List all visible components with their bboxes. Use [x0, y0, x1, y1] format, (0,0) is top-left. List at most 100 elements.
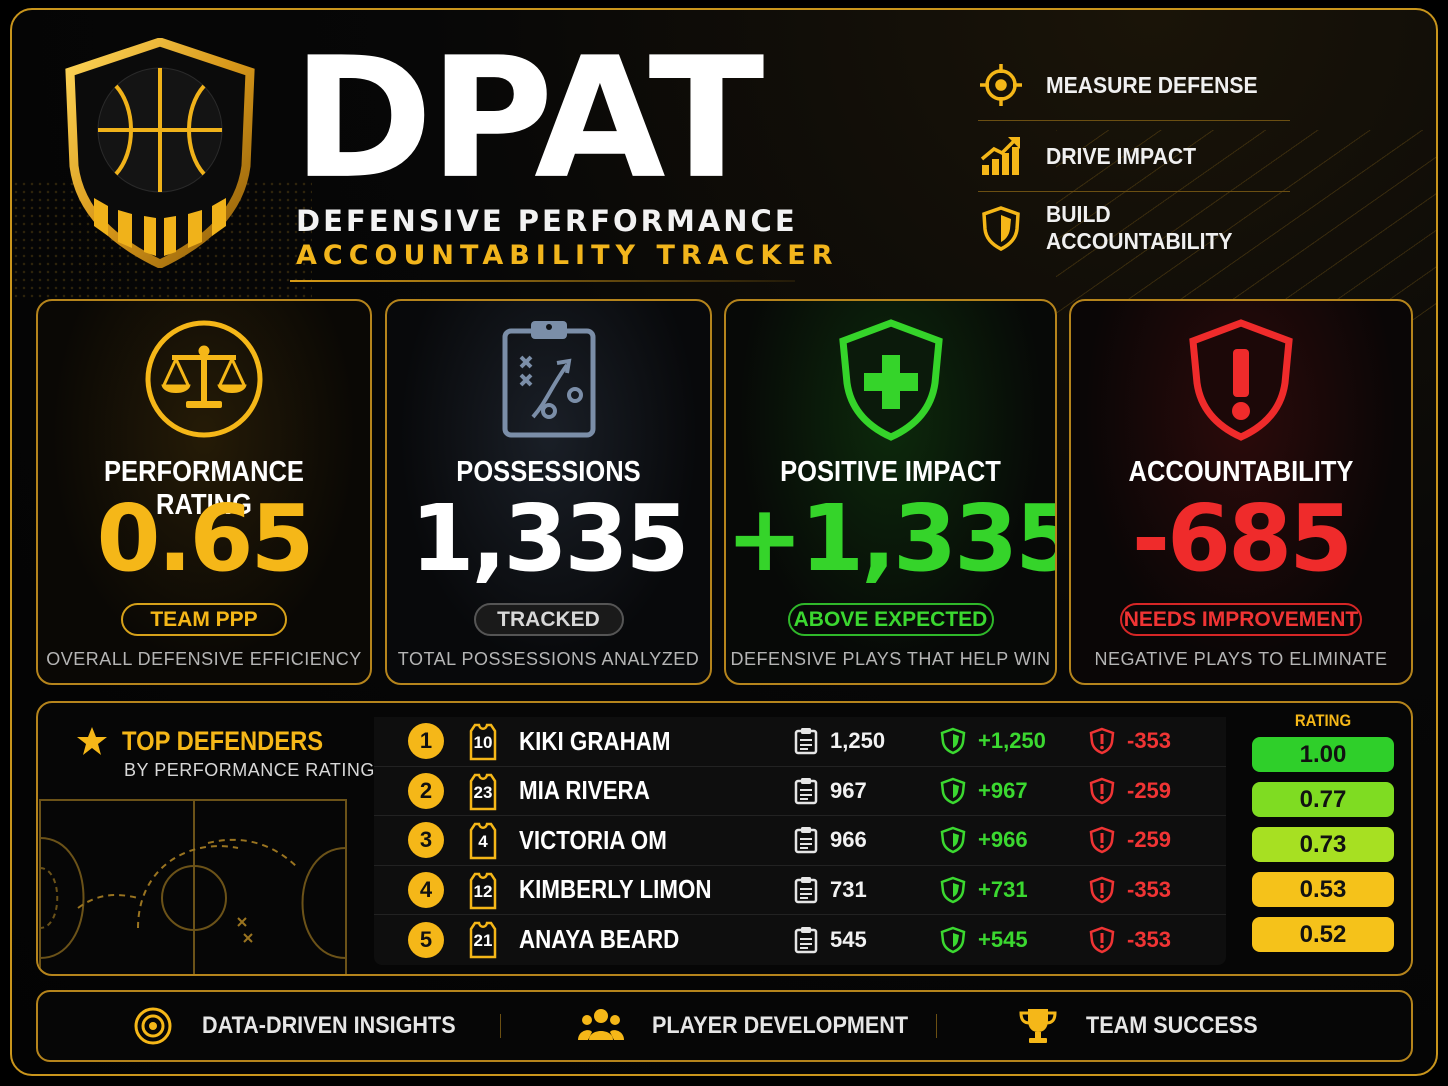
jersey-icon — [469, 872, 497, 909]
court-diagram — [39, 799, 347, 974]
clipboard-icon — [794, 728, 818, 755]
shield-alert-icon — [1089, 926, 1115, 954]
above-expected-badge: ABOVE EXPECTED — [787, 603, 994, 636]
clipboard-icon — [794, 926, 818, 953]
jersey-number: 4 — [478, 832, 488, 851]
positive-value: +545 — [978, 926, 1028, 952]
footer-divider — [500, 1014, 501, 1038]
clipboard-icon — [794, 876, 818, 903]
crosshair-icon — [980, 64, 1022, 106]
top-defenders-title: TOP DEFENDERS — [122, 725, 324, 756]
possessions-value: 1,250 — [830, 728, 886, 754]
top-defenders-header: TOP DEFENDERS — [76, 725, 351, 757]
team-ppp-badge: TEAM PPP — [121, 603, 287, 636]
positive-value: +1,250 — [978, 728, 1046, 754]
tagline-label: MEASURE DEFENSE — [1046, 71, 1258, 98]
player-name[interactable]: MIA RIVERA — [519, 775, 650, 806]
shield-alert-icon — [1189, 319, 1293, 441]
negative-value: -353 — [1127, 876, 1172, 902]
shield-alert-icon — [1089, 876, 1115, 904]
footer-item-development: PLAYER DEVELOPMENT — [578, 992, 937, 1060]
subtitle-line-1: DEFENSIVE PERFORMANCE — [296, 204, 798, 238]
possessions-cell: 967 — [794, 777, 867, 805]
card-description: DEFENSIVE PLAYS THAT HELP WIN — [730, 649, 1051, 669]
positive-cell: +545 — [940, 926, 1028, 954]
tagline-label: DRIVE IMPACT — [1046, 142, 1197, 169]
negative-value: -259 — [1127, 777, 1172, 803]
table-row[interactable]: 3 4 VICTORIA OM 966 +966 -259 — [374, 816, 1226, 866]
footer-label: PLAYER DEVELOPMENT — [652, 1012, 909, 1039]
star-icon — [77, 727, 107, 755]
possessions-card: POSSESSIONS 1,335 TRACKED TOTAL POSSESSI… — [385, 299, 712, 685]
rank-badge: 2 — [408, 772, 444, 809]
possessions-cell: 1,250 — [794, 727, 885, 755]
subtitle-line-2: ACCOUNTABILITY TRACKER — [296, 240, 839, 271]
subtitle-divider — [290, 280, 795, 282]
rank-badge: 3 — [408, 822, 444, 859]
table-row[interactable]: 4 12 KIMBERLY LIMON 731 +731 -353 — [374, 865, 1226, 915]
player-name[interactable]: VICTORIA OM — [519, 824, 667, 855]
accountability-value: -685 — [1131, 485, 1353, 592]
table-row[interactable]: 5 21 ANAYA BEARD 545 +545 -353 — [374, 915, 1226, 965]
rank-badge: 1 — [408, 723, 444, 760]
card-label: PERFORMANCE RATING — [104, 456, 304, 521]
defenders-table: 1 10 KIKI GRAHAM 1,250 +1,250 -353 2 23 MIA RIVE… — [374, 717, 1226, 965]
shield-check-icon — [940, 727, 966, 755]
footer-item-insights: DATA-DRIVEN INSIGHTS — [132, 992, 484, 1060]
shield-icon — [982, 205, 1020, 251]
rating-badge: 1.00 — [1252, 737, 1394, 772]
app-title: DPAT — [292, 21, 764, 217]
possessions-cell: 966 — [794, 826, 867, 854]
positive-impact-value: +1,335 — [726, 485, 1057, 592]
rating-badge: 0.73 — [1252, 827, 1394, 862]
shield-alert-icon — [1089, 826, 1115, 854]
performance-rating-value: 0.65 — [96, 485, 315, 592]
table-row[interactable]: 2 23 MIA RIVERA 967 +967 -259 — [374, 766, 1226, 816]
negative-cell: -353 — [1089, 727, 1171, 755]
jersey-icon — [469, 773, 497, 810]
top-defenders-panel: TOP DEFENDERS BY PERFORMANCE RATING 1 10 K… — [36, 701, 1413, 976]
tracked-badge: TRACKED — [473, 603, 624, 636]
shield-check-icon — [940, 777, 966, 805]
clipboard-play-icon — [502, 321, 595, 438]
rank-badge: 4 — [408, 871, 444, 908]
jersey-icon — [469, 723, 497, 761]
positive-value: +966 — [978, 827, 1028, 853]
accountability-card: ACCOUNTABILITY -685 NEEDS IMPROVEMENT NE… — [1069, 299, 1413, 685]
player-name[interactable]: ANAYA BEARD — [519, 924, 680, 955]
target-icon — [134, 1007, 172, 1045]
trophy-icon — [1019, 1009, 1057, 1043]
player-name[interactable]: KIMBERLY LIMON — [519, 874, 712, 905]
basketball-shield-logo — [65, 38, 255, 268]
negative-cell: -353 — [1089, 876, 1171, 904]
shield-alert-icon — [1089, 777, 1115, 805]
possessions-value: 731 — [830, 876, 867, 902]
rank-badge: 5 — [408, 921, 444, 958]
player-name[interactable]: KIKI GRAHAM — [519, 725, 671, 756]
tagline-drive-impact: DRIVE IMPACT — [978, 121, 1290, 192]
shield-check-icon — [940, 826, 966, 854]
decorative-streaks — [1056, 130, 1436, 330]
table-row[interactable]: 1 10 KIKI GRAHAM 1,250 +1,250 -353 — [374, 717, 1226, 767]
top-defenders-subtitle: BY PERFORMANCE RATING — [124, 760, 375, 780]
clipboard-icon — [794, 827, 818, 854]
positive-value: +731 — [978, 876, 1028, 902]
jersey-icon — [469, 822, 497, 860]
possessions-value: 1,335 — [410, 485, 689, 592]
positive-cell: +1,250 — [940, 727, 1046, 755]
footer-item-success: TEAM SUCCESS — [1018, 992, 1277, 1060]
positive-cell: +731 — [940, 876, 1028, 904]
positive-value: +967 — [978, 777, 1028, 803]
rating-header: RATING — [1294, 711, 1352, 730]
possessions-cell: 545 — [794, 926, 867, 954]
jersey-number: 12 — [473, 881, 493, 901]
team-icon — [578, 1009, 624, 1040]
positive-cell: +966 — [940, 826, 1028, 854]
needs-improvement-badge: NEEDS IMPROVEMENT — [1120, 603, 1362, 636]
card-description: OVERALL DEFENSIVE EFFICIENCY — [46, 649, 362, 669]
card-label: POSSESSIONS — [456, 456, 641, 488]
card-description: NEGATIVE PLAYS TO ELIMINATE — [1094, 649, 1388, 669]
jersey-number: 21 — [473, 931, 493, 950]
shield-check-icon — [940, 926, 966, 954]
possessions-cell: 731 — [794, 876, 867, 904]
